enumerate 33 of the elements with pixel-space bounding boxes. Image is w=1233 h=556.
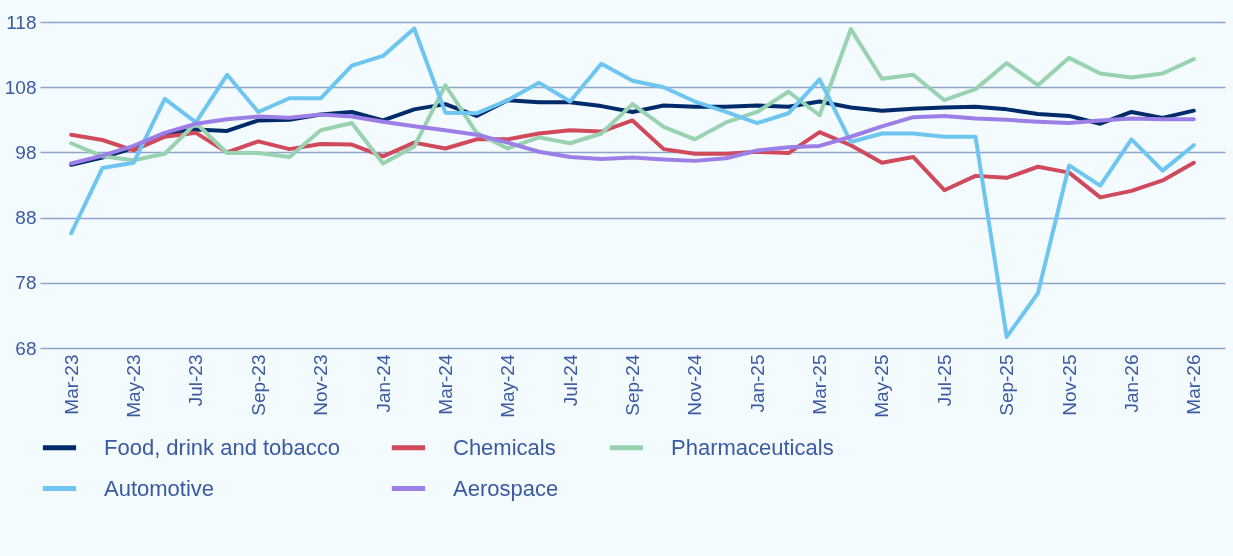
x-tick-label: Sep-25 [996, 354, 1018, 416]
x-tick-label: Mar-25 [809, 354, 831, 415]
legend-label: Pharmaceuticals [671, 434, 834, 460]
line-series [69, 112, 1196, 166]
x-tick-label: Jul-23 [185, 354, 207, 407]
x-tick-label: May-25 [871, 354, 893, 418]
x-tick-label: Sep-23 [247, 354, 269, 416]
x-tick-label: Jan-26 [1120, 354, 1142, 413]
x-tick-label: Jan-24 [372, 354, 394, 413]
line-series [69, 26, 1196, 339]
y-tick-label: 108 [4, 76, 37, 98]
y-tick-label: 118 [6, 11, 37, 33]
line-series [69, 27, 1196, 166]
y-tick-label: 68 [15, 337, 37, 359]
x-tick-label: May-23 [123, 354, 145, 418]
x-tick-label: Sep-24 [622, 354, 643, 416]
x-tick-label: Mar-26 [1183, 354, 1205, 415]
legend-label: Chemicals [453, 434, 556, 460]
x-tick-label: Jan-25 [746, 354, 768, 413]
x-tick-label: Mar-23 [60, 354, 82, 415]
x-tick-label: Nov-25 [1058, 354, 1080, 416]
x-tick-label: Jul-25 [933, 354, 955, 407]
y-tick-label: 98 [15, 141, 37, 163]
y-tick-label: 78 [15, 272, 37, 294]
y-tick-label: 88 [15, 207, 37, 229]
x-tick-label: Nov-24 [684, 354, 706, 416]
x-tick-label: Nov-23 [310, 354, 332, 416]
legend-label: Food, drink and tobacco [104, 434, 341, 460]
x-tick-label: Jul-24 [559, 354, 581, 407]
legend-label: Automotive [104, 475, 215, 501]
x-tick-label: Mar-24 [434, 354, 456, 415]
legend-label: Aerospace [453, 475, 559, 501]
x-tick-label: May-24 [497, 354, 519, 418]
